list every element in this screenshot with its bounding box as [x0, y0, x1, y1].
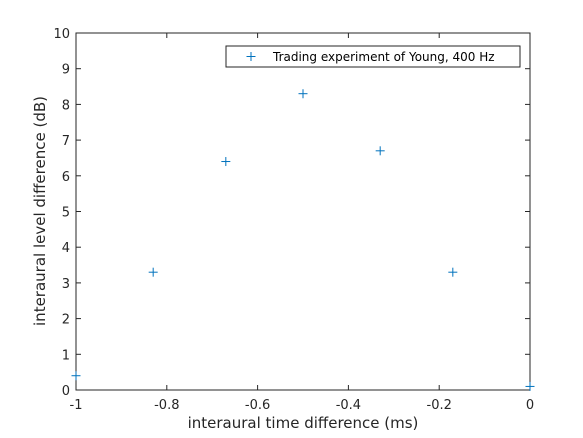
x-tick-label: -0.4 — [336, 398, 361, 413]
data-series — [71, 89, 535, 391]
x-tick-label: -0.6 — [245, 398, 270, 413]
x-tick-label: -1 — [70, 398, 83, 413]
data-point — [375, 146, 385, 156]
x-tick-label: -0.2 — [427, 398, 452, 413]
plot-area — [75, 32, 531, 391]
y-axis-label: interaural level difference (dB) — [31, 96, 49, 326]
y-tick-label: 9 — [62, 63, 70, 78]
data-point — [298, 89, 308, 99]
x-tick-label: -0.8 — [154, 398, 179, 413]
x-axis: -1 -0.8 -0.6 -0.4 -0.2 0 — [70, 33, 534, 413]
legend: Trading experiment of Young, 400 Hz — [225, 45, 521, 68]
data-point — [448, 267, 458, 277]
y-tick-label: 10 — [53, 27, 70, 42]
x-tick-label: 0 — [526, 398, 534, 413]
legend-box — [225, 45, 521, 68]
data-point — [525, 381, 535, 391]
y-tick-label: 5 — [62, 206, 70, 221]
y-tick-label: 6 — [62, 170, 70, 185]
y-tick-label: 1 — [62, 348, 70, 363]
y-axis: 0 1 2 3 4 5 6 7 8 9 10 — [53, 27, 530, 399]
data-point — [71, 371, 81, 381]
data-point — [221, 157, 231, 167]
y-tick-label: 0 — [62, 384, 70, 399]
data-point — [148, 267, 158, 277]
y-tick-label: 2 — [62, 313, 70, 328]
legend-marker-plus — [246, 52, 256, 61]
x-axis-label: interaural time difference (ms) — [188, 414, 419, 432]
y-tick-label: 3 — [62, 277, 70, 292]
y-tick-label: 7 — [62, 134, 70, 149]
y-tick-label: 4 — [62, 241, 70, 256]
y-tick-label: 8 — [62, 98, 70, 113]
legend-entry: Trading experiment of Young, 400 Hz — [272, 50, 495, 64]
